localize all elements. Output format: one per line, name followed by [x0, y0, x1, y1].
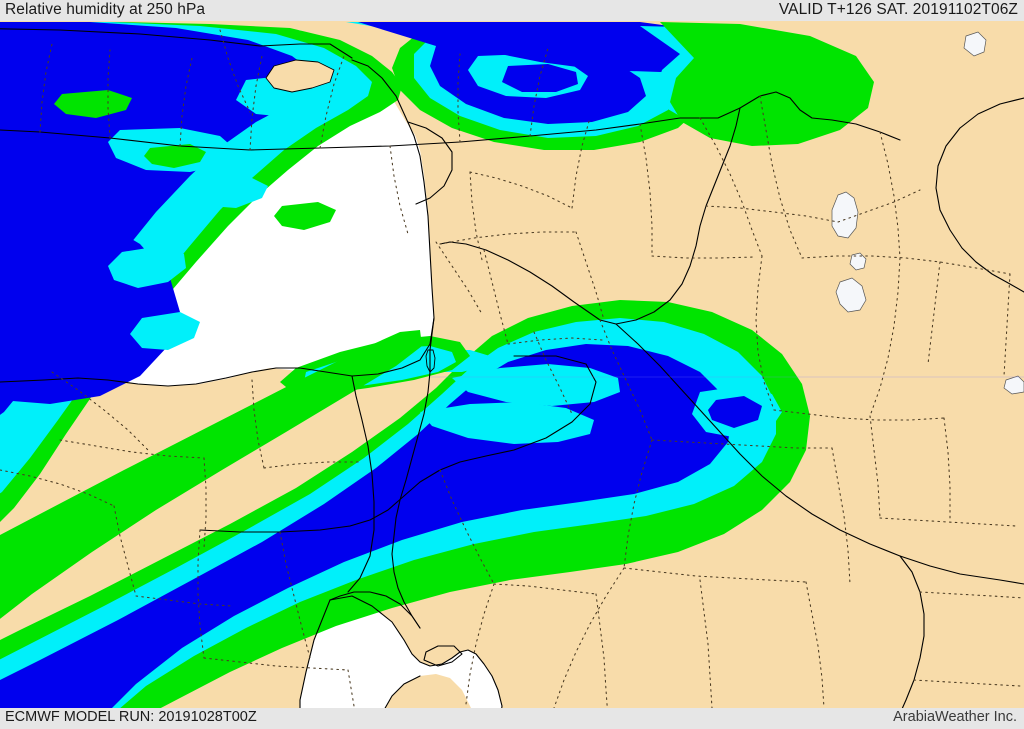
admin-line-36	[113, 505, 137, 597]
country-borders-layer	[0, 91, 1024, 719]
border-egypt-israel-north	[347, 375, 375, 593]
lake-north-1	[963, 31, 987, 57]
footer-bar: ECMWF MODEL RUN: 20191028T00Z ArabiaWeat…	[0, 708, 1024, 729]
rh-cyan-hole-c	[108, 246, 186, 288]
admin-line-18	[483, 249, 509, 345]
admin-line-59	[705, 205, 839, 223]
admin-line-34	[203, 457, 207, 549]
admin-line-33	[59, 439, 205, 459]
admin-line-56	[263, 461, 361, 469]
admin-line-15	[553, 567, 625, 709]
rh-cyan-hole-d	[200, 178, 268, 208]
admin-line-48	[943, 417, 951, 521]
border-israel-jordan	[391, 317, 435, 629]
admin-line-2	[699, 117, 763, 257]
admin-line-3	[801, 255, 1011, 275]
header-bar: Relative humidity at 250 hPa VALID T+126…	[0, 0, 1024, 21]
rh-cyan-finger-a	[452, 364, 620, 406]
admin-line-21	[435, 241, 483, 315]
admin-line-19	[507, 337, 603, 345]
rh-green-hole-a	[54, 90, 132, 118]
rh-blue-nw-lobe	[0, 193, 180, 404]
lake-east-3	[835, 277, 867, 313]
admin-line-51	[919, 591, 1024, 599]
admin-line-11	[651, 439, 833, 449]
admin-line-1	[759, 95, 803, 259]
rh-green-hole-b	[274, 202, 336, 230]
rh-green-sw-band	[0, 330, 422, 619]
admin-line-16	[699, 579, 713, 709]
coast-turkey-south	[0, 28, 353, 59]
outline-dead-sea	[425, 349, 436, 373]
admin-line-28	[249, 55, 263, 151]
border-turkey-syria	[0, 91, 901, 151]
border-israel-egypt	[329, 591, 421, 629]
admin-line-45	[529, 47, 549, 137]
admin-line-38	[439, 469, 495, 585]
rh-blue-nw-core	[0, 22, 316, 415]
coast-gulf-detail	[423, 645, 463, 667]
border-jordan-saudi	[199, 355, 597, 533]
admin-line-14	[623, 567, 807, 583]
border-iraq-iran	[935, 97, 1024, 293]
admin-line-52	[913, 679, 1021, 687]
admin-line-30	[197, 529, 205, 659]
admin-line-9	[773, 409, 945, 421]
provider-credit: ArabiaWeather Inc.	[893, 709, 1017, 725]
border-jordan-iraq-saudi	[615, 323, 1024, 585]
admin-line-37	[135, 595, 233, 607]
admin-line-5	[639, 123, 653, 257]
admin-line-13	[623, 439, 653, 569]
admin-line-6	[651, 255, 755, 259]
coast-cyprus	[265, 59, 335, 93]
rh-green-ne-top	[660, 22, 874, 146]
rh-cyan-hole-e	[130, 312, 200, 350]
admin-line-7	[879, 131, 901, 259]
admin-line-22	[439, 231, 577, 245]
page-title: Relative humidity at 250 hPa	[5, 1, 206, 18]
admin-line-26	[571, 117, 591, 209]
rh-blue-notch-right	[708, 396, 762, 428]
admin-line-10	[599, 319, 653, 441]
admin-line-41	[595, 593, 609, 719]
coast-redsea-sinai	[329, 595, 503, 723]
border-syria-jordan	[439, 241, 601, 321]
admin-line-24	[469, 171, 573, 209]
lake-east-1	[831, 191, 859, 239]
border-lebanon	[407, 121, 453, 205]
lake-east-4	[1003, 375, 1024, 395]
admin-line-20	[533, 331, 573, 415]
coast-egypt-north	[0, 367, 353, 387]
admin-line-17	[805, 581, 825, 709]
border-syria-iraq	[599, 107, 741, 325]
admin-line-32	[203, 657, 349, 671]
rh-cyan-finger-b	[420, 402, 594, 444]
admin-line-46	[927, 261, 941, 365]
admin-line-50	[879, 517, 1017, 527]
admin-line-39	[493, 583, 597, 595]
coastlines-layer	[0, 28, 503, 723]
admin-borders-layer	[0, 29, 1024, 719]
red-sea	[300, 596, 502, 722]
admin-line-54	[51, 371, 151, 453]
coast-levant	[351, 59, 435, 377]
lake-east-2	[849, 252, 867, 271]
admin-line-31	[279, 531, 311, 659]
valid-time-label: VALID T+126 SAT. 20191102T06Z	[778, 1, 1018, 18]
admin-line-43	[389, 145, 409, 235]
model-run-label: ECMWF MODEL RUN: 20191028T00Z	[5, 709, 257, 725]
rh-green-hole-c	[144, 144, 206, 168]
admin-line-12	[831, 447, 851, 585]
border-iraq-saudi-se	[897, 555, 925, 719]
admin-line-49	[869, 415, 881, 519]
coast-redsea-west	[299, 599, 331, 723]
admin-line-47	[1003, 273, 1011, 377]
admin-line-23	[575, 231, 605, 321]
